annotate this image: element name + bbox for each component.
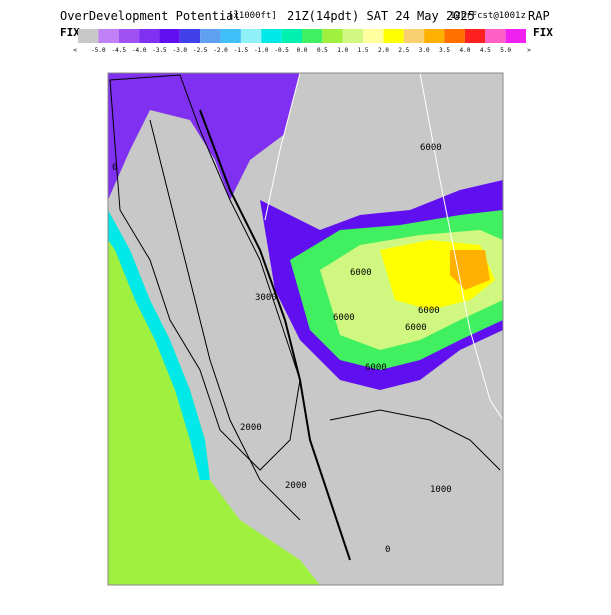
fix-right: FIX	[533, 26, 553, 39]
color-box	[383, 29, 404, 43]
color-box	[363, 29, 384, 43]
color-box	[342, 29, 364, 43]
contour-label: 6000	[405, 323, 427, 333]
units: [x1000ft]	[228, 11, 277, 21]
fix-left: FIX	[60, 26, 80, 39]
colorbar-label: -3.0	[173, 47, 188, 54]
colorbar-label: 5.0	[500, 47, 511, 54]
colorbar-label: -1.5	[234, 47, 249, 54]
contour-label: 2000	[285, 481, 307, 491]
title: OverDevelopment Potential	[60, 9, 241, 23]
valid-time: 21Z(14pdt) SAT 24 May 2025	[287, 9, 475, 23]
coast-band	[108, 210, 210, 480]
contour	[149, 119, 301, 521]
contour-label: 0	[112, 163, 117, 173]
contour-label: 6000	[350, 268, 372, 278]
contour-label: 6000	[418, 306, 440, 316]
map: 6000 6000 6000 6000 6000 3000 2000 2000 …	[107, 72, 504, 586]
north-band	[108, 73, 300, 200]
map-frame	[107, 72, 504, 586]
colorbar-label: -2.0	[213, 47, 228, 54]
ocean-region	[108, 210, 320, 585]
color-box	[464, 29, 486, 43]
colorbar-label: -5.0	[91, 47, 106, 54]
contour	[199, 109, 351, 561]
contour-label: 6000	[420, 143, 442, 153]
color-box	[444, 29, 465, 43]
colorbar-label: 3.5	[439, 47, 450, 54]
color-box	[403, 29, 425, 43]
colorbar-label: 0.5	[317, 47, 328, 54]
color-box	[118, 29, 140, 43]
color-box	[78, 29, 99, 43]
colorbar-label: <	[73, 47, 77, 54]
contour	[109, 74, 301, 471]
contour-label: 6000	[365, 363, 387, 373]
colorbar: < -5.0 -4.5 -4.0 -3.5 -3.0 -2.5 -2.0 -1.5 -1.0 -0.…	[73, 29, 531, 54]
colorbar-label: 4.5	[480, 47, 491, 54]
colorbar-label: >	[527, 47, 531, 54]
colorbar-label: -3.5	[152, 47, 167, 54]
state-border	[419, 73, 503, 421]
colorbar-label: 2.5	[398, 47, 409, 54]
color-box	[200, 29, 221, 43]
color-box	[179, 29, 201, 43]
colorbar-label: -2.5	[193, 47, 208, 54]
colorbar-label: -4.5	[112, 47, 127, 54]
northeast-gray	[260, 73, 503, 240]
color-box	[505, 29, 526, 43]
colorbar-label: -1.0	[254, 47, 269, 54]
color-box	[159, 29, 180, 43]
color-box	[98, 29, 119, 43]
contour	[329, 409, 501, 471]
color-box	[485, 29, 506, 43]
colorbar-label: -0.5	[274, 47, 289, 54]
contour-label: 2000	[240, 423, 262, 433]
color-box	[302, 29, 323, 43]
forecast: 12hrFcst@1001z	[450, 11, 526, 21]
colorbar-label: 4.0	[459, 47, 470, 54]
model: RAP	[528, 9, 550, 23]
color-box	[424, 29, 445, 43]
colorbar-label: 1.5	[358, 47, 369, 54]
color-box	[220, 29, 241, 43]
colorbar-label: -4.0	[132, 47, 147, 54]
colorbar-label: 1.0	[337, 47, 348, 54]
color-box	[240, 29, 262, 43]
contour-label: 3000	[255, 293, 277, 303]
color-box	[281, 29, 302, 43]
color-box	[322, 29, 343, 43]
contour-label: 6000	[333, 313, 355, 323]
colorbar-label: 2.0	[378, 47, 389, 54]
color-box	[139, 29, 160, 43]
contour-label: 0	[385, 545, 390, 555]
state-border	[264, 73, 301, 221]
colorbar-label: 0.0	[297, 47, 308, 54]
color-box	[261, 29, 282, 43]
contour-label: 1000	[430, 485, 452, 495]
colorbar-label: 3.0	[419, 47, 430, 54]
